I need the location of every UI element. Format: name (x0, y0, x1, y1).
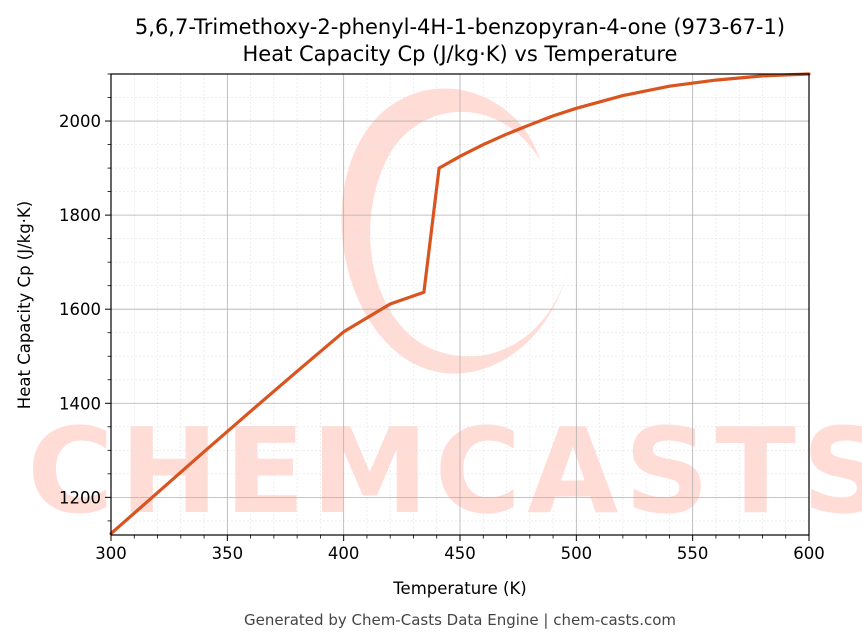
y-tick-label: 1600 (59, 300, 101, 319)
y-axis-ticks: 1200 1400 1600 1800 2000 (59, 73, 111, 522)
x-tick-label: 550 (677, 544, 709, 563)
footer-credit: Generated by Chem-Casts Data Engine | ch… (244, 611, 676, 629)
x-tick-label: 350 (212, 544, 244, 563)
watermark-text: CHEMCASTS (27, 402, 862, 540)
x-tick-label: 500 (561, 544, 593, 563)
y-tick-label: 1200 (59, 488, 101, 507)
y-tick-label: 2000 (59, 112, 101, 131)
watermark: CHEMCASTS (27, 88, 862, 540)
y-axis-label: Heat Capacity Cp (J/kg·K) (15, 201, 34, 409)
x-axis-ticks: 300 350 400 450 500 550 600 (95, 535, 825, 563)
x-tick-label: 400 (328, 544, 360, 563)
x-tick-label: 300 (95, 544, 127, 563)
x-tick-label: 450 (444, 544, 476, 563)
chart-title: 5,6,7-Trimethoxy-2-phenyl-4H-1-benzopyra… (135, 15, 785, 39)
series-line (109, 72, 811, 536)
watermark-logo-swirl (341, 88, 568, 374)
series-group (109, 72, 811, 536)
y-tick-label: 1400 (59, 394, 101, 413)
x-tick-label: 600 (793, 544, 825, 563)
y-tick-label: 1800 (59, 206, 101, 225)
x-axis-label: Temperature (K) (392, 579, 526, 598)
chart-subtitle: Heat Capacity Cp (J/kg·K) vs Temperature (243, 42, 678, 66)
